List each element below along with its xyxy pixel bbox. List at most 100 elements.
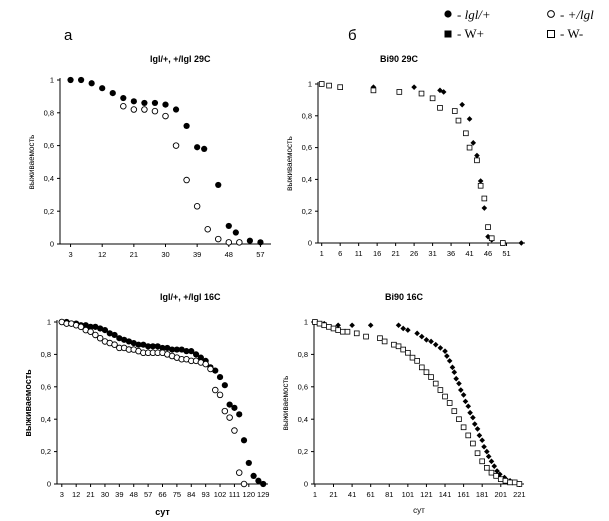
x-tick-label: 39 <box>193 250 201 259</box>
x-tick-label: 120 <box>243 490 256 499</box>
data-point <box>481 195 488 202</box>
data-point <box>466 116 473 122</box>
y-tick-label: 0,6 <box>41 382 51 391</box>
data-point <box>493 473 499 479</box>
data-point <box>96 334 104 342</box>
data-point <box>494 468 500 474</box>
data-point <box>353 330 360 337</box>
data-point <box>246 237 253 244</box>
data-point <box>340 328 346 335</box>
data-point <box>474 152 480 159</box>
legend-filled-circle-icon <box>444 10 452 18</box>
y-tick-label: 0,8 <box>44 108 54 117</box>
legend-item-plus-lgl: - +/lgl <box>560 7 594 22</box>
x-tick-label: 41 <box>348 490 356 499</box>
x-tick-label: 41 <box>465 249 473 258</box>
x-tick-label: 21 <box>86 490 94 499</box>
legend-item-w-minus: - W- <box>560 26 583 41</box>
y-tick-label: 0,6 <box>298 382 308 391</box>
series-w- <box>312 319 523 487</box>
data-point <box>214 235 222 243</box>
data-point <box>367 322 374 329</box>
data-point <box>442 393 448 400</box>
data-point <box>428 374 434 380</box>
data-point <box>151 107 159 115</box>
data-point <box>500 240 506 246</box>
legend-open-circle-icon <box>547 10 555 18</box>
data-point <box>225 239 233 246</box>
x-tick-label: 111 <box>229 490 240 499</box>
data-point <box>451 408 458 414</box>
data-point <box>442 348 448 354</box>
data-point <box>130 106 138 113</box>
data-point <box>400 346 407 353</box>
data-point <box>202 360 209 368</box>
data-point <box>474 450 481 457</box>
data-point <box>215 181 222 189</box>
data-point <box>516 481 523 487</box>
y-tick-label: 0,8 <box>298 350 308 359</box>
data-point <box>326 82 332 89</box>
data-point <box>141 99 148 107</box>
x-tick-label: 6 <box>338 249 342 258</box>
data-point <box>183 122 190 130</box>
x-tick-label: 3 <box>68 250 72 259</box>
x-tick-label: 48 <box>130 490 138 499</box>
data-point <box>485 233 491 240</box>
data-point <box>456 380 462 387</box>
x-tick-label: 141 <box>439 490 452 499</box>
data-point <box>330 325 337 332</box>
y-axis-label: выживаемость <box>285 136 294 191</box>
data-point <box>172 142 180 149</box>
data-point <box>140 341 147 348</box>
data-point <box>400 325 407 332</box>
y-tick-label: 1 <box>304 318 308 327</box>
data-point <box>211 386 219 394</box>
data-point <box>451 108 458 114</box>
data-point <box>204 225 211 233</box>
data-point <box>154 343 161 350</box>
data-point <box>162 112 169 120</box>
data-point <box>130 339 137 347</box>
y-tick-label: 1 <box>308 80 312 89</box>
y-tick-label: 0 <box>304 480 308 489</box>
data-point <box>474 157 480 164</box>
data-point <box>87 328 94 335</box>
data-point <box>236 411 243 418</box>
data-point <box>460 424 467 431</box>
data-point <box>470 140 477 146</box>
x-tick-label: 81 <box>385 490 393 499</box>
data-point <box>423 369 430 376</box>
data-point <box>501 474 508 481</box>
data-point <box>477 178 484 184</box>
data-point <box>162 101 169 108</box>
y-tick-label: 0,4 <box>298 415 308 424</box>
series-w- <box>318 81 506 246</box>
x-tick-label: 21 <box>391 249 399 258</box>
x-tick-label: 3 <box>60 490 64 499</box>
data-point <box>312 319 318 325</box>
data-point <box>178 346 185 353</box>
data-point <box>502 477 509 484</box>
data-point <box>428 338 434 345</box>
data-point <box>377 335 383 341</box>
legend-open-square-icon <box>547 30 555 38</box>
data-point <box>183 348 190 355</box>
data-point <box>418 333 425 340</box>
data-point <box>318 81 325 87</box>
y-tick-label: 0,4 <box>44 174 54 183</box>
data-point <box>159 344 166 352</box>
data-point <box>151 99 159 107</box>
x-tick-label: 102 <box>214 490 227 499</box>
x-tick-label: 21 <box>329 490 337 499</box>
data-point <box>250 472 257 479</box>
x-tick-label: 12 <box>98 250 106 259</box>
data-point <box>164 344 171 352</box>
data-point <box>121 336 128 343</box>
x-tick-label: 57 <box>256 250 264 259</box>
y-tick-label: 0,2 <box>298 447 308 456</box>
data-point <box>507 479 513 486</box>
chart-title: Bi90 29C <box>380 54 419 64</box>
x-axis-label: сут <box>155 507 170 517</box>
data-point <box>145 343 152 350</box>
